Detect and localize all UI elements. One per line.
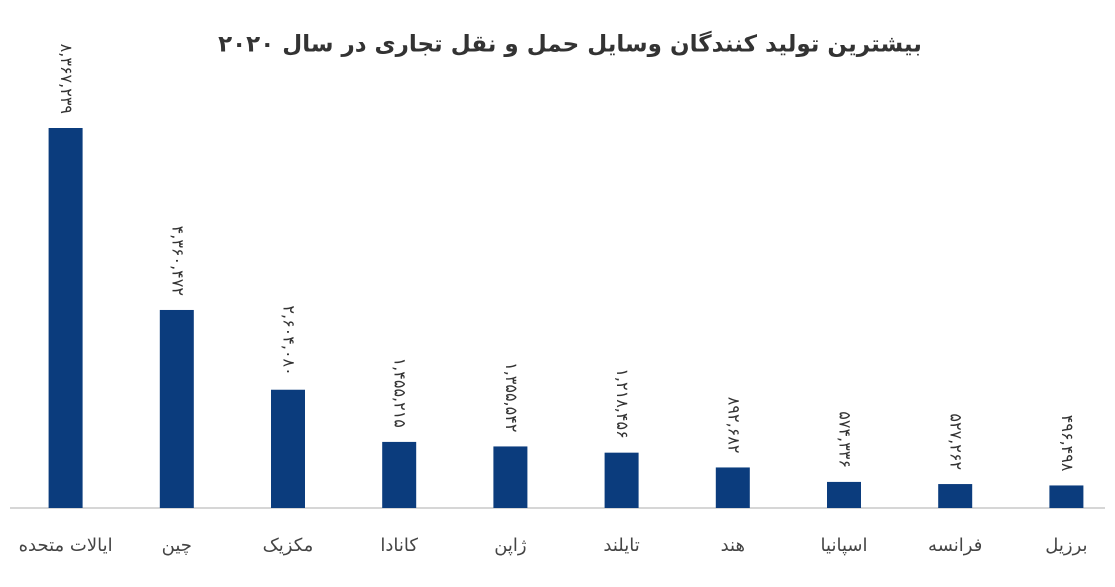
value-label: ۸,۳۶۷,۲۳۹ [57, 44, 76, 114]
bar [827, 481, 861, 508]
x-tick-label: اسپانیا [820, 535, 868, 556]
bar [48, 128, 83, 508]
x-tick-label-box: هند [720, 535, 745, 556]
x-tick-label-box: برزیل [1045, 535, 1088, 556]
x-tick-label-box: ژاپن [494, 535, 527, 556]
chart-title: بیشترین تولید کنندگان وسایل حمل و نقل تج… [218, 31, 922, 58]
x-tick-label-box: کانادا [380, 535, 418, 556]
value-label: ۱,۴۵۵,۲۱۵ [391, 358, 410, 428]
x-tick-label-box: ایالات متحده [18, 535, 113, 556]
value-label: ۴,۳۶۰,۴۷۲ [168, 226, 187, 296]
bar [715, 467, 750, 508]
value-label: ۵۲۷,۲۶۲ [947, 413, 966, 470]
value-label: ۲,۶۰۴,۰۸۰ [280, 305, 299, 375]
x-tick-label: چین [161, 535, 192, 556]
x-tick-label: ژاپن [494, 535, 527, 556]
x-tick-label-box: فرانسه [928, 535, 983, 556]
value-label: ۵۷۴,۳۳۶ [836, 411, 855, 468]
x-tick-label: تایلند [603, 535, 640, 556]
bar [604, 452, 639, 508]
value-label: ۴۹۶,۴۹۸ [1058, 415, 1077, 472]
bar [493, 446, 528, 508]
value-label: ۸۹۲,۶۸۲ [724, 397, 743, 454]
x-tick-label: مکزیک [262, 535, 314, 556]
bar [938, 484, 973, 508]
x-tick-label-box: اسپانیا [820, 535, 868, 556]
x-tick-label-box: تایلند [603, 535, 640, 556]
value-label: ۱,۲۱۸,۴۵۶ [613, 368, 632, 438]
x-tick-label: ایالات متحده [18, 535, 113, 556]
bar [382, 441, 417, 508]
x-tick-label-box: چین [161, 535, 192, 556]
bar [271, 389, 305, 508]
x-tick-label-box: مکزیک [262, 535, 314, 556]
x-tick-label: برزیل [1045, 535, 1088, 556]
bar [159, 309, 194, 508]
x-tick-label: فرانسه [928, 535, 983, 556]
bar [1049, 485, 1084, 508]
x-tick-label: کانادا [380, 535, 418, 556]
value-label: ۱,۳۵۵,۵۴۲ [502, 362, 521, 432]
x-tick-label: هند [720, 535, 745, 556]
